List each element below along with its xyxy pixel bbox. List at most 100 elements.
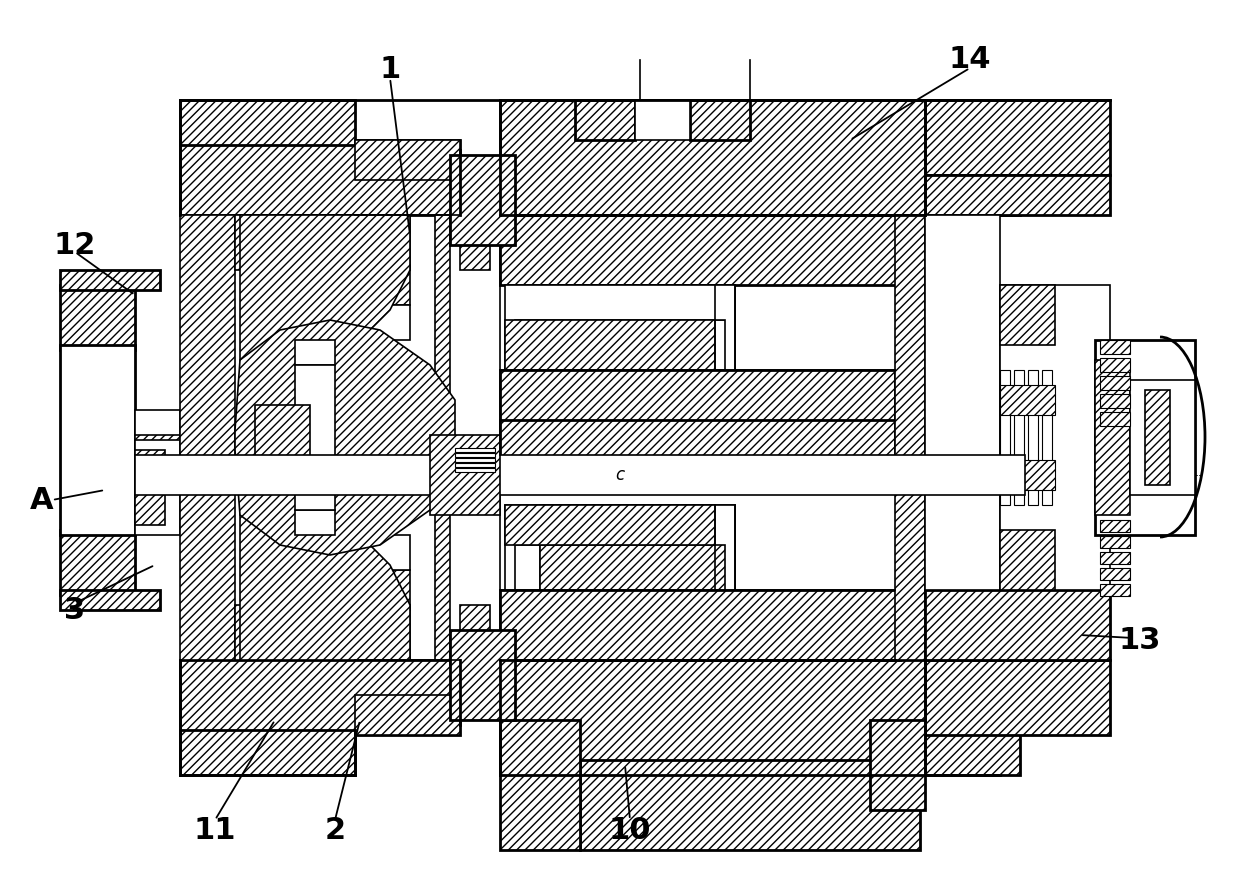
Bar	[926, 660, 1110, 735]
Text: 11: 11	[193, 815, 237, 844]
Bar	[180, 660, 460, 735]
Bar	[295, 365, 335, 510]
Bar	[180, 730, 356, 775]
Bar	[501, 215, 900, 285]
Bar	[926, 100, 1110, 175]
Bar	[1145, 390, 1170, 485]
Bar	[1100, 552, 1130, 564]
Bar	[135, 430, 180, 465]
Polygon shape	[235, 320, 455, 555]
Bar	[926, 590, 1110, 660]
Bar	[356, 695, 460, 735]
Bar	[1100, 394, 1130, 408]
Bar	[295, 340, 335, 365]
Bar	[180, 100, 356, 145]
Polygon shape	[506, 505, 735, 590]
Bar	[59, 285, 135, 350]
Bar	[506, 320, 715, 370]
Bar	[59, 270, 160, 290]
Bar	[135, 410, 180, 435]
Bar	[1100, 584, 1130, 596]
Bar	[1000, 385, 1054, 415]
Bar	[1100, 358, 1130, 372]
Bar	[460, 215, 489, 270]
Bar	[1000, 285, 1110, 590]
Bar	[540, 285, 735, 320]
Bar	[501, 590, 900, 660]
Text: A: A	[30, 486, 53, 514]
Text: 14: 14	[949, 45, 991, 74]
Text: 1: 1	[379, 56, 400, 85]
Bar	[235, 215, 410, 270]
Bar	[1000, 370, 1010, 505]
Text: 10: 10	[608, 815, 652, 844]
Bar	[636, 100, 690, 140]
Bar	[1000, 285, 1054, 345]
Bar	[310, 535, 410, 570]
Bar	[450, 630, 515, 720]
Polygon shape	[240, 215, 410, 370]
Bar	[295, 510, 335, 535]
Bar	[455, 448, 496, 452]
Bar	[870, 720, 926, 810]
Bar	[1100, 520, 1130, 532]
Bar	[450, 215, 501, 665]
Bar	[501, 370, 895, 455]
Bar	[59, 530, 135, 595]
Text: c: c	[616, 466, 624, 484]
Bar	[1100, 412, 1130, 426]
Bar	[455, 458, 496, 462]
Bar	[501, 720, 580, 850]
Bar	[1000, 460, 1054, 490]
Bar	[430, 435, 501, 515]
Bar	[1100, 376, 1130, 390]
Bar	[1095, 340, 1194, 535]
Bar	[690, 100, 750, 140]
Bar	[455, 463, 496, 467]
Bar	[1042, 370, 1052, 505]
Bar	[580, 760, 921, 850]
Text: 12: 12	[53, 230, 97, 260]
Bar	[59, 590, 160, 610]
Bar	[1100, 568, 1130, 580]
Bar	[501, 100, 1020, 215]
Bar	[255, 405, 310, 470]
Bar	[180, 140, 460, 215]
Bar	[1095, 360, 1130, 515]
Bar	[280, 570, 410, 610]
Bar	[1100, 536, 1130, 548]
Bar	[501, 660, 1020, 775]
Polygon shape	[506, 285, 735, 370]
Bar	[59, 345, 135, 535]
Bar	[926, 215, 1000, 590]
Bar	[575, 100, 636, 140]
Bar	[540, 285, 735, 370]
Bar	[540, 505, 735, 590]
Bar	[435, 215, 460, 660]
Bar	[450, 155, 515, 245]
Bar	[455, 453, 496, 457]
Bar	[506, 505, 715, 545]
Bar	[180, 215, 235, 660]
Bar	[235, 605, 410, 660]
Bar	[1014, 370, 1023, 505]
Bar	[540, 540, 735, 590]
Bar	[135, 440, 180, 535]
Text: 3: 3	[64, 596, 85, 624]
Bar	[926, 175, 1110, 215]
Bar	[455, 468, 496, 472]
Text: 13: 13	[1119, 625, 1161, 655]
Bar	[1100, 340, 1130, 354]
Bar	[1028, 370, 1038, 505]
Bar	[1000, 530, 1054, 590]
Bar	[356, 140, 460, 180]
Bar	[310, 305, 410, 340]
Polygon shape	[240, 505, 410, 660]
Text: 2: 2	[325, 815, 346, 844]
Bar	[135, 455, 1025, 495]
Bar	[135, 450, 165, 525]
Bar	[460, 605, 489, 660]
Bar	[280, 265, 410, 305]
Bar	[895, 215, 926, 660]
Bar	[501, 420, 895, 460]
